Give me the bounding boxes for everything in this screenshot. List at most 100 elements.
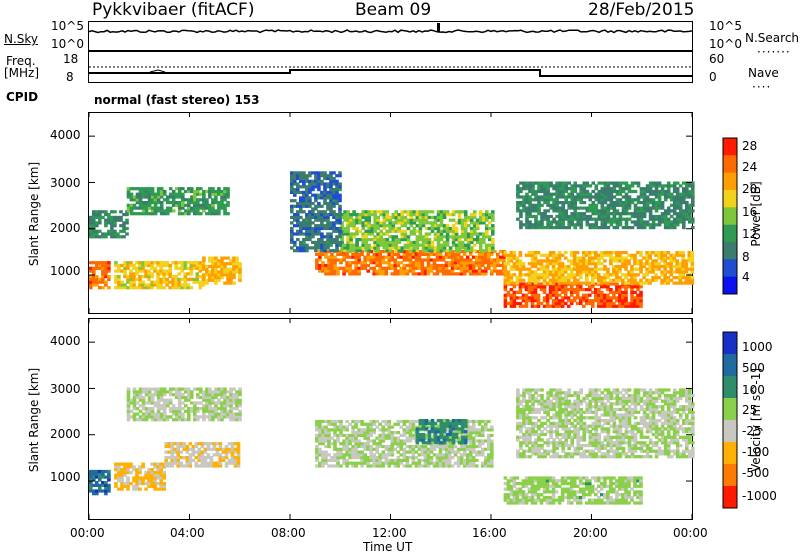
velocity-cell — [211, 390, 215, 394]
velocity-cell — [98, 489, 102, 493]
power-cell — [540, 198, 544, 202]
power-cell — [642, 198, 647, 202]
power-cell — [138, 261, 142, 265]
power-cell — [435, 255, 440, 259]
velocity-cell — [215, 447, 220, 451]
power-cell — [558, 223, 562, 227]
power-cell — [546, 209, 550, 213]
power-cell — [156, 283, 160, 287]
power-cell — [110, 210, 114, 214]
power-cell — [308, 235, 312, 239]
power-cell — [669, 184, 674, 188]
power-cell — [420, 263, 425, 268]
power-cell — [477, 255, 482, 259]
power-cell — [208, 264, 212, 269]
velocity-cell — [429, 461, 434, 465]
power-cell — [537, 209, 541, 213]
power-cell — [317, 188, 321, 192]
power-cell — [485, 213, 489, 217]
power-cell — [651, 214, 656, 219]
power-cell — [609, 198, 614, 202]
power-cell — [645, 189, 650, 194]
power-cell — [630, 226, 635, 230]
power-cell — [333, 258, 337, 262]
power-cell — [226, 270, 230, 274]
power-cell — [223, 264, 227, 269]
power-cell — [678, 251, 682, 255]
power-cell — [338, 204, 342, 208]
power-cell — [669, 253, 673, 257]
velocity-cell — [129, 415, 134, 419]
power-cell — [630, 256, 634, 260]
power-cell — [678, 281, 682, 285]
velocity-cell — [384, 433, 389, 437]
power-cell — [624, 184, 629, 188]
power-cell — [527, 285, 532, 289]
power-cell — [311, 240, 315, 244]
power-cell — [567, 203, 571, 207]
power-cell — [335, 193, 339, 197]
power-cell — [459, 255, 464, 259]
power-cell — [141, 203, 146, 207]
power-cell — [509, 253, 514, 257]
power-cell — [211, 198, 215, 202]
power-cell — [522, 201, 526, 205]
power-cell — [657, 198, 662, 202]
power-cell — [308, 174, 312, 178]
power-cell — [582, 212, 587, 216]
power-cell — [162, 286, 166, 290]
power-cell — [376, 246, 380, 250]
power-cell — [612, 184, 617, 188]
power-cell — [174, 277, 178, 281]
power-cell — [675, 264, 679, 269]
power-cell — [415, 249, 420, 253]
power-cell — [299, 221, 303, 225]
power-cell — [453, 252, 458, 256]
power-cell — [506, 256, 511, 260]
power-cell — [448, 246, 453, 250]
power-cell — [367, 224, 371, 228]
velocity-cell — [174, 390, 179, 394]
power-cell — [153, 198, 158, 202]
power-cell — [552, 217, 556, 221]
power-cell — [390, 272, 395, 276]
power-cell — [567, 187, 571, 191]
power-cell — [588, 226, 593, 230]
xtick-4: 16:00 — [472, 526, 507, 540]
power-cell — [232, 273, 236, 277]
velocity-cell — [173, 442, 177, 446]
power-cell — [582, 195, 587, 199]
power-cell — [293, 218, 297, 222]
power-cell — [558, 209, 562, 213]
velocity-cell — [339, 433, 343, 437]
power-cell — [364, 229, 368, 233]
power-cell — [436, 226, 441, 231]
velocity-cell — [98, 478, 102, 482]
power-cell — [519, 195, 523, 199]
power-cell — [144, 286, 148, 290]
power-cell — [597, 276, 601, 280]
velocity-cell — [162, 387, 167, 391]
power-cell — [570, 189, 574, 194]
power-cell — [636, 184, 641, 188]
power-cell — [427, 232, 432, 236]
power-cell — [502, 258, 506, 262]
velocity-cell — [363, 433, 367, 437]
power-cell — [402, 258, 407, 262]
power-cell — [147, 201, 152, 205]
velocity-cell — [194, 442, 199, 446]
velocity-cell — [336, 436, 340, 440]
power-cell — [98, 266, 102, 270]
power-cell — [438, 252, 443, 256]
velocity-cell — [315, 428, 319, 432]
power-cell — [150, 283, 154, 287]
power-cell — [403, 238, 408, 242]
power-cell — [488, 235, 492, 239]
power-cell — [408, 263, 413, 268]
power-cell — [174, 280, 178, 284]
power-cell — [582, 214, 587, 219]
power-cell — [549, 226, 553, 230]
power-cell — [499, 263, 503, 268]
power-cell — [594, 251, 598, 255]
